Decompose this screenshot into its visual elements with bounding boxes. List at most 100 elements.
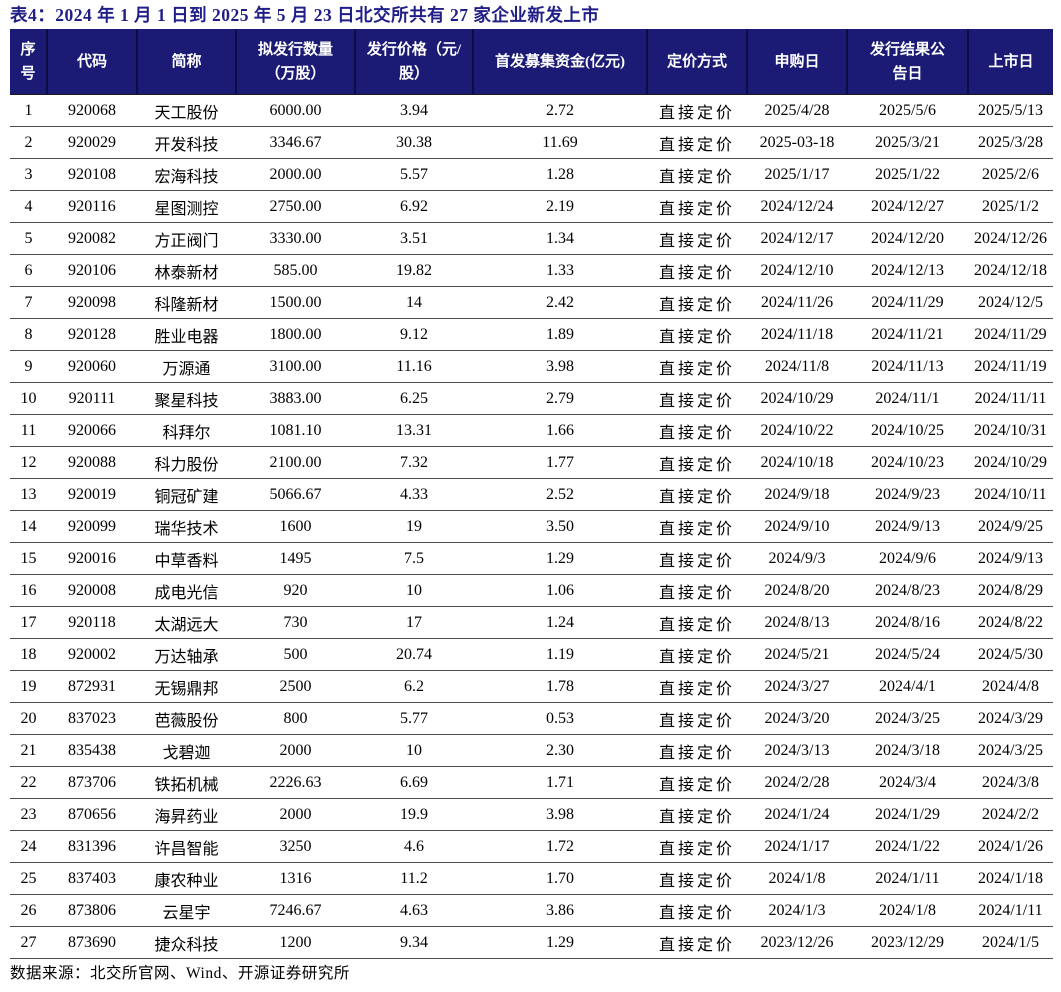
cell-funds-raised: 11.69 <box>473 126 647 159</box>
cell-name: 方正阀门 <box>137 222 236 255</box>
cell-pricing-method: 直接定价 <box>647 734 747 767</box>
table-row: 14 920099 瑞华技术 1600 19 3.50 直接定价 2024/9/10 2024/… <box>10 510 1053 543</box>
table-row: 20 837023 芭薇股份 800 5.77 0.53 直接定价 2024/3/20 2024… <box>10 702 1053 735</box>
table-row: 6 920106 林泰新材 585.00 19.82 1.33 直接定价 2024/12/10… <box>10 254 1053 287</box>
cell-funds-raised: 2.30 <box>473 734 647 767</box>
cell-seq: 21 <box>10 734 47 767</box>
cell-subscription-date: 2025/1/17 <box>747 158 847 191</box>
cell-funds-raised: 1.72 <box>473 830 647 863</box>
cell-issue-price: 7.32 <box>355 446 473 479</box>
cell-result-announce-date: 2023/12/29 <box>847 926 968 959</box>
cell-name: 芭薇股份 <box>137 702 236 735</box>
cell-code: 831396 <box>47 830 137 863</box>
cell-subscription-date: 2024/1/17 <box>747 830 847 863</box>
cell-seq: 26 <box>10 894 47 927</box>
cell-issue-price: 6.25 <box>355 382 473 415</box>
cell-name: 开发科技 <box>137 126 236 159</box>
cell-code: 920068 <box>47 94 137 127</box>
cell-funds-raised: 3.86 <box>473 894 647 927</box>
cell-subscription-date: 2024/5/21 <box>747 638 847 671</box>
cell-pricing-method: 直接定价 <box>647 510 747 543</box>
cell-funds-raised: 1.19 <box>473 638 647 671</box>
cell-result-announce-date: 2024/1/22 <box>847 830 968 863</box>
cell-pricing-method: 直接定价 <box>647 638 747 671</box>
cell-seq: 13 <box>10 478 47 511</box>
cell-funds-raised: 1.34 <box>473 222 647 255</box>
cell-issue-price: 19.9 <box>355 798 473 831</box>
cell-name: 聚星科技 <box>137 382 236 415</box>
cell-listing-date: 2024/2/2 <box>968 798 1053 831</box>
cell-funds-raised: 1.70 <box>473 862 647 895</box>
cell-listing-date: 2024/10/29 <box>968 446 1053 479</box>
table-header-row: 序 号代码 简称 拟发行数量 （万股） 发行价格（元/ 股） 首发募集资金(亿元) 定价方… <box>10 29 1053 95</box>
table-row: 2 920029 开发科技 3346.67 30.38 11.69 直接定价 2025-03-… <box>10 126 1053 159</box>
table-row: 25 837403 康农种业 1316 11.2 1.70 直接定价 2024/1/8 2024… <box>10 862 1053 895</box>
cell-listing-date: 2024/11/19 <box>968 350 1053 383</box>
cell-subscription-date: 2024/10/18 <box>747 446 847 479</box>
cell-listing-date: 2024/8/22 <box>968 606 1053 639</box>
cell-seq: 19 <box>10 670 47 703</box>
cell-issue-qty: 2000.00 <box>236 158 355 191</box>
table-row: 4 920116 星图测控 2750.00 6.92 2.19 直接定价 2024/12/24… <box>10 190 1053 223</box>
cell-issue-price: 3.94 <box>355 94 473 127</box>
cell-issue-price: 5.77 <box>355 702 473 735</box>
cell-name: 许昌智能 <box>137 830 236 863</box>
cell-name: 铜冠矿建 <box>137 478 236 511</box>
cell-issue-qty: 3330.00 <box>236 222 355 255</box>
cell-seq: 1 <box>10 94 47 127</box>
cell-pricing-method: 直接定价 <box>647 286 747 319</box>
cell-funds-raised: 2.79 <box>473 382 647 415</box>
cell-listing-date: 2024/5/30 <box>968 638 1053 671</box>
table-row: 7 920098 科隆新材 1500.00 14 2.42 直接定价 2024/11/26 20… <box>10 286 1053 319</box>
cell-issue-qty: 3346.67 <box>236 126 355 159</box>
cell-issue-price: 6.92 <box>355 190 473 223</box>
cell-subscription-date: 2025/4/28 <box>747 94 847 127</box>
cell-listing-date: 2025/3/28 <box>968 126 1053 159</box>
cell-pricing-method: 直接定价 <box>647 478 747 511</box>
cell-code: 920019 <box>47 478 137 511</box>
cell-pricing-method: 直接定价 <box>647 830 747 863</box>
cell-result-announce-date: 2024/1/29 <box>847 798 968 831</box>
cell-name: 戈碧迦 <box>137 734 236 767</box>
table-title: 表4：2024 年 1 月 1 日到 2025 年 5 月 23 日北交所共有 … <box>10 5 600 25</box>
cell-seq: 3 <box>10 158 47 191</box>
cell-subscription-date: 2024/3/13 <box>747 734 847 767</box>
table-row: 9 920060 万源通 3100.00 11.16 3.98 直接定价 2024/11/8 2… <box>10 350 1053 383</box>
cell-name: 星图测控 <box>137 190 236 223</box>
cell-issue-qty: 1800.00 <box>236 318 355 351</box>
cell-seq: 15 <box>10 542 47 575</box>
column-header-code: 代码 <box>46 29 137 95</box>
cell-result-announce-date: 2024/9/23 <box>847 478 968 511</box>
cell-pricing-method: 直接定价 <box>647 926 747 959</box>
cell-funds-raised: 1.89 <box>473 318 647 351</box>
cell-pricing-method: 直接定价 <box>647 606 747 639</box>
cell-listing-date: 2024/10/31 <box>968 414 1053 447</box>
cell-issue-qty: 1081.10 <box>236 414 355 447</box>
cell-pricing-method: 直接定价 <box>647 862 747 895</box>
cell-subscription-date: 2024/9/10 <box>747 510 847 543</box>
cell-issue-qty: 585.00 <box>236 254 355 287</box>
cell-result-announce-date: 2024/9/13 <box>847 510 968 543</box>
cell-seq: 2 <box>10 126 47 159</box>
table-row: 26 873806 云星宇 7246.67 4.63 3.86 直接定价 2024/1/3 20… <box>10 894 1053 927</box>
cell-name: 天工股份 <box>137 94 236 127</box>
cell-listing-date: 2024/12/26 <box>968 222 1053 255</box>
table-row: 23 870656 海昇药业 2000 19.9 3.98 直接定价 2024/1/24 202… <box>10 798 1053 831</box>
cell-pricing-method: 直接定价 <box>647 190 747 223</box>
table-row: 22 873706 铁拓机械 2226.63 6.69 1.71 直接定价 2024/2/28… <box>10 766 1053 799</box>
cell-subscription-date: 2024/1/24 <box>747 798 847 831</box>
cell-pricing-method: 直接定价 <box>647 158 747 191</box>
table-row: 13 920019 铜冠矿建 5066.67 4.33 2.52 直接定价 2024/9/18… <box>10 478 1053 511</box>
cell-issue-price: 9.12 <box>355 318 473 351</box>
cell-name: 胜业电器 <box>137 318 236 351</box>
cell-subscription-date: 2024/11/26 <box>747 286 847 319</box>
table-row: 1 920068 天工股份 6000.00 3.94 2.72 直接定价 2025/4/28 2… <box>10 94 1053 127</box>
cell-issue-price: 6.69 <box>355 766 473 799</box>
cell-seq: 8 <box>10 318 47 351</box>
cell-pricing-method: 直接定价 <box>647 382 747 415</box>
cell-code: 920118 <box>47 606 137 639</box>
column-header-result-announce-date: 发行结果公 告日 <box>846 29 968 95</box>
cell-seq: 18 <box>10 638 47 671</box>
cell-result-announce-date: 2024/11/21 <box>847 318 968 351</box>
cell-listing-date: 2024/12/18 <box>968 254 1053 287</box>
